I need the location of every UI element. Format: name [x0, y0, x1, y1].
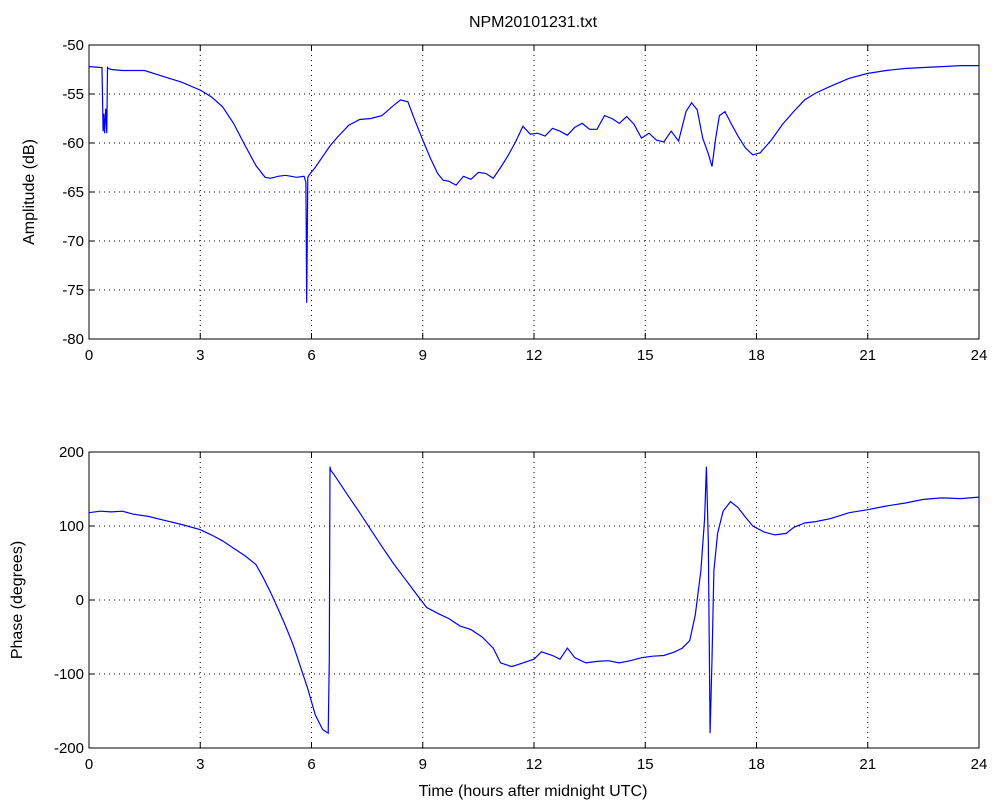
phase-y-tick-label: 100: [59, 518, 84, 535]
amplitude-y-tick-label: -50: [62, 37, 84, 54]
phase-x-tick-label: 18: [748, 756, 765, 773]
amplitude-y-tick-label: -80: [62, 331, 84, 348]
phase-x-tick-label: 6: [307, 756, 315, 773]
amplitude-y-tick-label: -60: [62, 135, 84, 152]
phase-x-tick-label: 24: [971, 756, 988, 773]
amplitude-x-tick-label: 18: [748, 347, 765, 364]
time-x-axis-label: Time (hours after midnight UTC): [419, 783, 648, 800]
amplitude-x-tick-label: 21: [859, 347, 876, 364]
amplitude-y-axis-label: Amplitude (dB): [21, 139, 38, 245]
amplitude-series-line: [88, 64, 979, 303]
phase-y-tick-label: 0: [76, 592, 84, 609]
amplitude-x-tick-label: 24: [971, 347, 988, 364]
amplitude-y-tick-label: -70: [62, 233, 84, 250]
amplitude-y-tick-label: -75: [62, 282, 84, 299]
phase-x-tick-label: 21: [859, 756, 876, 773]
phase-x-tick-label: 12: [526, 756, 543, 773]
amplitude-x-tick-label: 0: [85, 347, 93, 364]
amplitude-x-tick-label: 3: [196, 347, 204, 364]
amplitude-panel: 0 3 6 9 12 15 18 21 24 -80 -75 -70 -65 -60 -55 -50 Ampl…: [21, 37, 987, 364]
amplitude-x-tick-label: 15: [637, 347, 654, 364]
phase-x-tick-label: 9: [419, 756, 427, 773]
phase-x-tick-label: 0: [85, 756, 93, 773]
phase-x-tick-label: 3: [196, 756, 204, 773]
phase-y-tick-label: 200: [59, 444, 84, 461]
amplitude-y-tick-label: -55: [62, 86, 84, 103]
chart-title: NPM20101231.txt: [469, 14, 598, 31]
phase-series-line: [88, 466, 980, 735]
phase-y-tick-label: -100: [54, 666, 84, 683]
amplitude-x-tick-label: 6: [307, 347, 315, 364]
amplitude-x-tick-label: 12: [526, 347, 543, 364]
phase-y-axis-label: Phase (degrees): [9, 541, 26, 659]
phase-panel: 0 3 6 9 12 15 18 21 24 -200 -100 0 100 200 Phase (deg…: [9, 444, 987, 800]
phase-y-tick-label: -200: [54, 740, 84, 757]
amplitude-y-tick-label: -65: [62, 184, 84, 201]
phase-x-tick-label: 15: [637, 756, 654, 773]
amplitude-x-tick-label: 9: [419, 347, 427, 364]
